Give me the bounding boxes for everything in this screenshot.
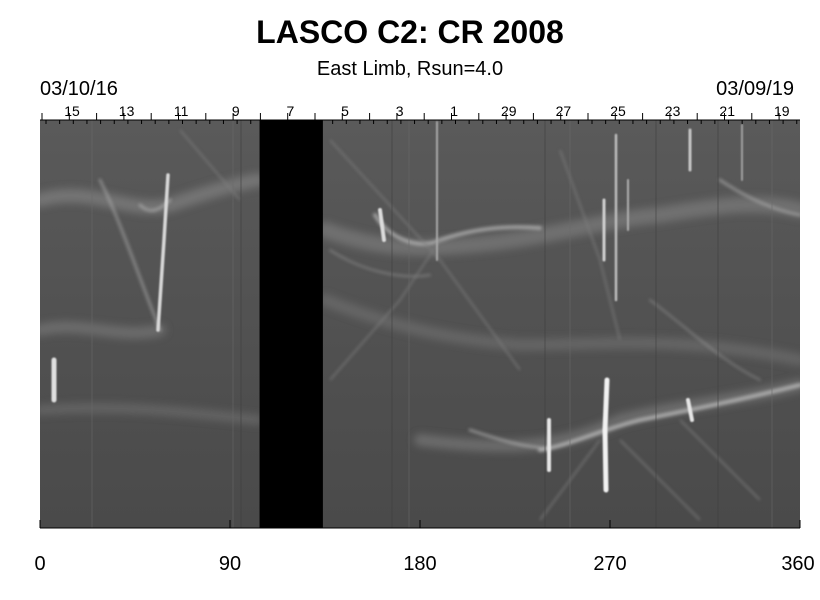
page-title: LASCO C2: CR 2008 bbox=[256, 14, 564, 50]
data-gap-band bbox=[259, 120, 323, 528]
day-label: 5 bbox=[341, 103, 349, 119]
x-tick-label: 180 bbox=[403, 553, 436, 575]
day-ticks: 15 13 11 9 7 5 3 1 29 27 25 23 21 19 bbox=[41, 103, 798, 124]
x-tick-label: 270 bbox=[593, 553, 626, 575]
coronagraph-image bbox=[40, 120, 800, 528]
day-label: 21 bbox=[719, 103, 735, 119]
day-label: 19 bbox=[774, 103, 790, 119]
day-label: 1 bbox=[450, 103, 458, 119]
day-label: 15 bbox=[64, 103, 80, 119]
day-label: 27 bbox=[556, 103, 572, 119]
start-date-label: 03/10/16 bbox=[40, 78, 118, 100]
x-tick-label: 360 bbox=[781, 553, 814, 575]
day-label: 7 bbox=[287, 103, 295, 119]
day-label: 9 bbox=[232, 103, 240, 119]
day-label: 25 bbox=[610, 103, 626, 119]
day-label: 3 bbox=[396, 103, 404, 119]
day-label: 11 bbox=[174, 103, 189, 119]
x-tick-label: 90 bbox=[219, 553, 241, 575]
day-label: 29 bbox=[501, 103, 517, 119]
day-label: 13 bbox=[119, 103, 135, 119]
day-label: 23 bbox=[665, 103, 681, 119]
x-tick-label: 0 bbox=[34, 553, 45, 575]
page-subtitle: East Limb, Rsun=4.0 bbox=[316, 58, 504, 80]
end-date-label: 03/09/19 bbox=[716, 78, 794, 100]
x-axis-ticks: 0 90 180 270 360 bbox=[34, 520, 815, 575]
